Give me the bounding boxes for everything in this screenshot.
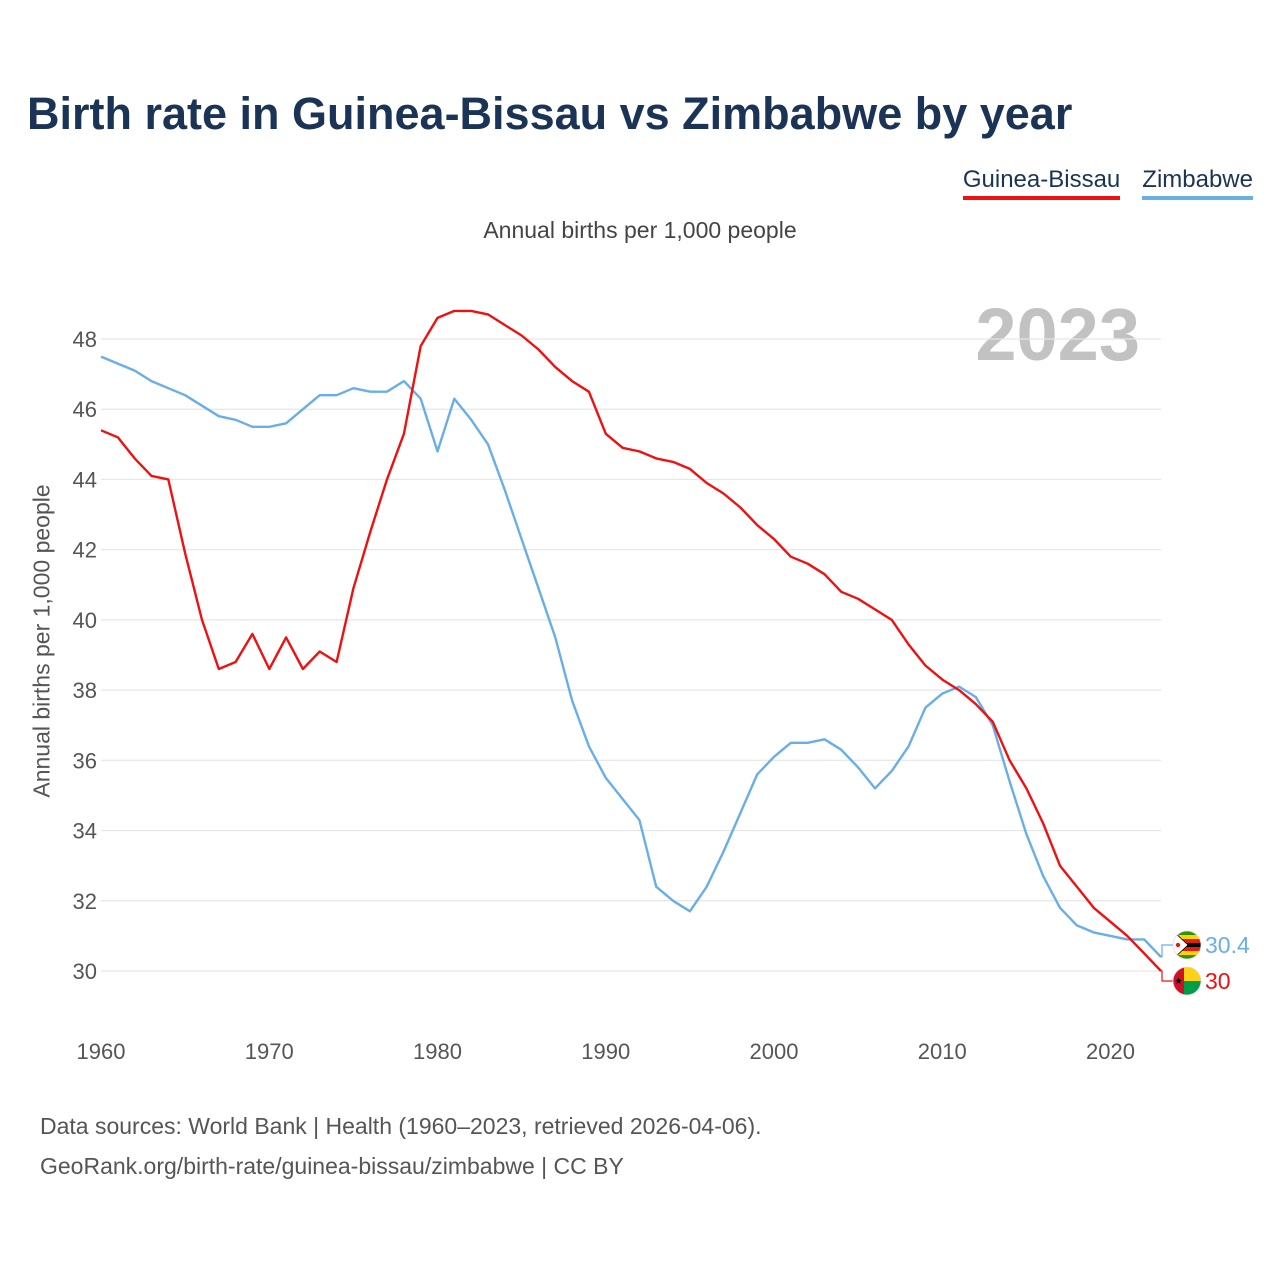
- y-tick-label: 46: [73, 397, 97, 422]
- line-chart: 30 32 34 36 38 40 42 44 46 48 1960 1970 1980 1990 2000…: [73, 309, 1250, 1064]
- zimbabwe-flag-icon: [1172, 930, 1202, 960]
- series-line-zimbabwe[interactable]: [100, 355, 1162, 958]
- source-line-1: Data sources: World Bank | Health (1960–…: [40, 1113, 762, 1139]
- legend-item-zimbabwe[interactable]: Zimbabwe: [1142, 166, 1253, 200]
- y-tick-label: 42: [73, 538, 97, 563]
- y-tick-label: 32: [73, 889, 97, 914]
- legend: Guinea-Bissau Zimbabwe: [962, 166, 1253, 200]
- x-tick-label: 2020: [1086, 1039, 1135, 1064]
- y-tick-label: 36: [73, 748, 97, 773]
- end-value-label-zimbabwe: 30.4: [1205, 932, 1250, 958]
- y-tick-label: 40: [73, 608, 97, 633]
- x-tick-label: 1970: [245, 1039, 294, 1064]
- y-tick-label: 30: [73, 959, 97, 984]
- chart-subtitle: Annual births per 1,000 people: [483, 217, 797, 243]
- x-tick-label: 1980: [413, 1039, 462, 1064]
- legend-item-guinea-bissau[interactable]: Guinea-Bissau: [962, 166, 1121, 200]
- end-value-label-guinea-bissau: 30: [1205, 968, 1231, 994]
- y-tick-label: 38: [73, 678, 97, 703]
- guinea-bissau-flag-icon: [1172, 966, 1202, 996]
- x-tick-label: 1960: [77, 1039, 126, 1064]
- y-tick-label: 34: [73, 819, 97, 844]
- y-tick-label: 48: [73, 327, 97, 352]
- chart-title: Birth rate in Guinea-Bissau vs Zimbabwe …: [27, 88, 1073, 139]
- x-tick-label: 2000: [750, 1039, 799, 1064]
- y-tick-label: 44: [73, 467, 97, 492]
- x-tick-label: 2010: [918, 1039, 967, 1064]
- series-line-guinea-bissau[interactable]: [100, 309, 1162, 972]
- end-connector: [1161, 944, 1173, 958]
- source-line-2[interactable]: GeoRank.org/birth-rate/guinea-bissau/zim…: [40, 1153, 624, 1179]
- x-tick-label: 1990: [581, 1039, 630, 1064]
- end-connector: [1161, 970, 1173, 982]
- data-source: Data sources: World Bank | Health (1960–…: [40, 1106, 762, 1186]
- current-year-label: 2023: [975, 293, 1140, 376]
